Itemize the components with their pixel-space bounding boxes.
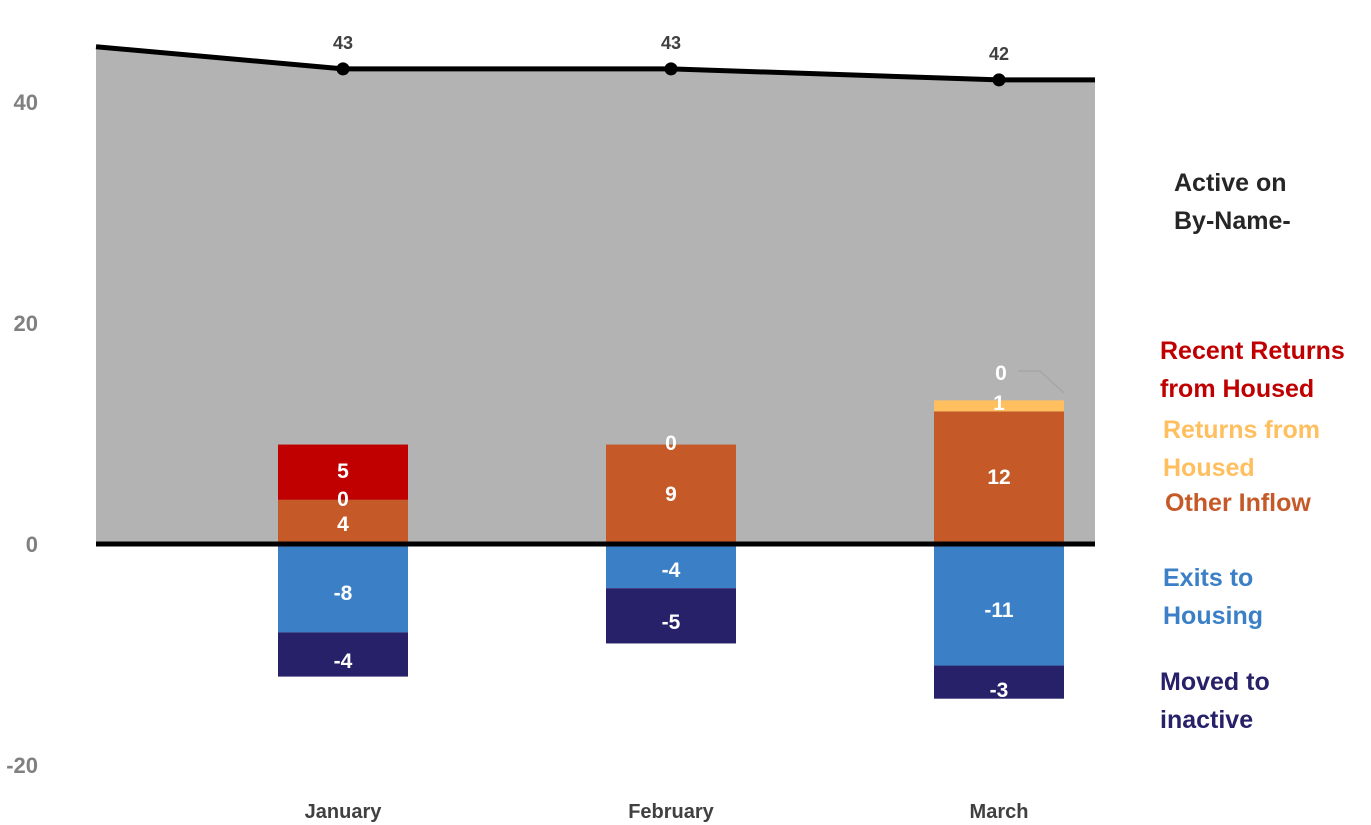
legend-item: Returns from Housed [1163,416,1320,482]
legend-label: inactive [1160,706,1253,734]
data-label-returns: 0 [665,432,677,455]
bar-exits [278,544,408,633]
active-value-label: 42 [989,44,1009,64]
legend-item: Active on By-Name- [1174,169,1291,235]
area-layer [95,44,1095,544]
bar-other [278,499,408,544]
data-label-inactive: -5 [662,611,681,634]
bar-recent [278,444,408,500]
active-point [992,73,1006,87]
data-label-exits: -4 [662,559,681,582]
data-label-inactive: -4 [334,650,353,673]
bar-exits [606,544,736,589]
bar-other [606,444,736,544]
y-tick-label: 20 [14,311,38,336]
legend-label: By-Name- [1174,207,1291,235]
x-tick-label: January [305,801,383,823]
legend-item: Moved to inactive [1160,668,1270,734]
bar-inactive [934,665,1064,699]
active-point [664,62,678,76]
data-label-other: 9 [665,483,677,506]
bar-returns [934,400,1064,412]
y-tick-label: -20 [6,753,38,778]
data-label-returns: 1 [993,392,1005,415]
y-tick-label: 0 [26,532,38,557]
active-point [336,62,350,76]
bar-inactive [278,632,408,677]
legend-label: Moved to [1160,668,1270,696]
legend-label: Recent Returns [1160,337,1345,365]
data-label-other: 12 [987,466,1010,489]
data-label-other: 4 [337,513,349,536]
bar-inactive [606,588,736,644]
leader-line [1018,370,1065,394]
active-area [96,46,1095,544]
data-label-exits: -8 [334,582,353,605]
y-tick-label: 40 [14,90,38,115]
bar-exits [934,544,1064,666]
legend-label: Housing [1163,602,1263,630]
data-label-recent: 0 [995,362,1007,385]
bar-other [934,411,1064,544]
legend-label: Other Inflow [1165,489,1311,517]
x-tick-label: March [970,801,1029,823]
legend-label: from Housed [1160,375,1314,403]
legend-item: Exits to Housing [1163,564,1263,630]
active-value-label: 43 [333,33,353,53]
legend-label: Active on [1174,169,1287,197]
legend-label: Exits to [1163,564,1253,592]
data-label-exits: -11 [984,599,1014,622]
legend-label: Returns from [1163,416,1320,444]
legend-label: Housed [1163,454,1255,482]
data-label-recent: 5 [337,460,349,483]
x-tick-label: February [628,801,714,823]
bars-layer [278,400,1064,699]
legend-layer: Active on By-Name- Recent Returns from Hous… [1160,169,1345,734]
legend-item: Recent Returns from Housed [1160,337,1345,403]
data-label-returns: 0 [337,488,349,511]
legend-item: Other Inflow [1165,489,1311,517]
data-label-inactive: -3 [990,679,1009,702]
active-value-label: 43 [661,33,681,53]
